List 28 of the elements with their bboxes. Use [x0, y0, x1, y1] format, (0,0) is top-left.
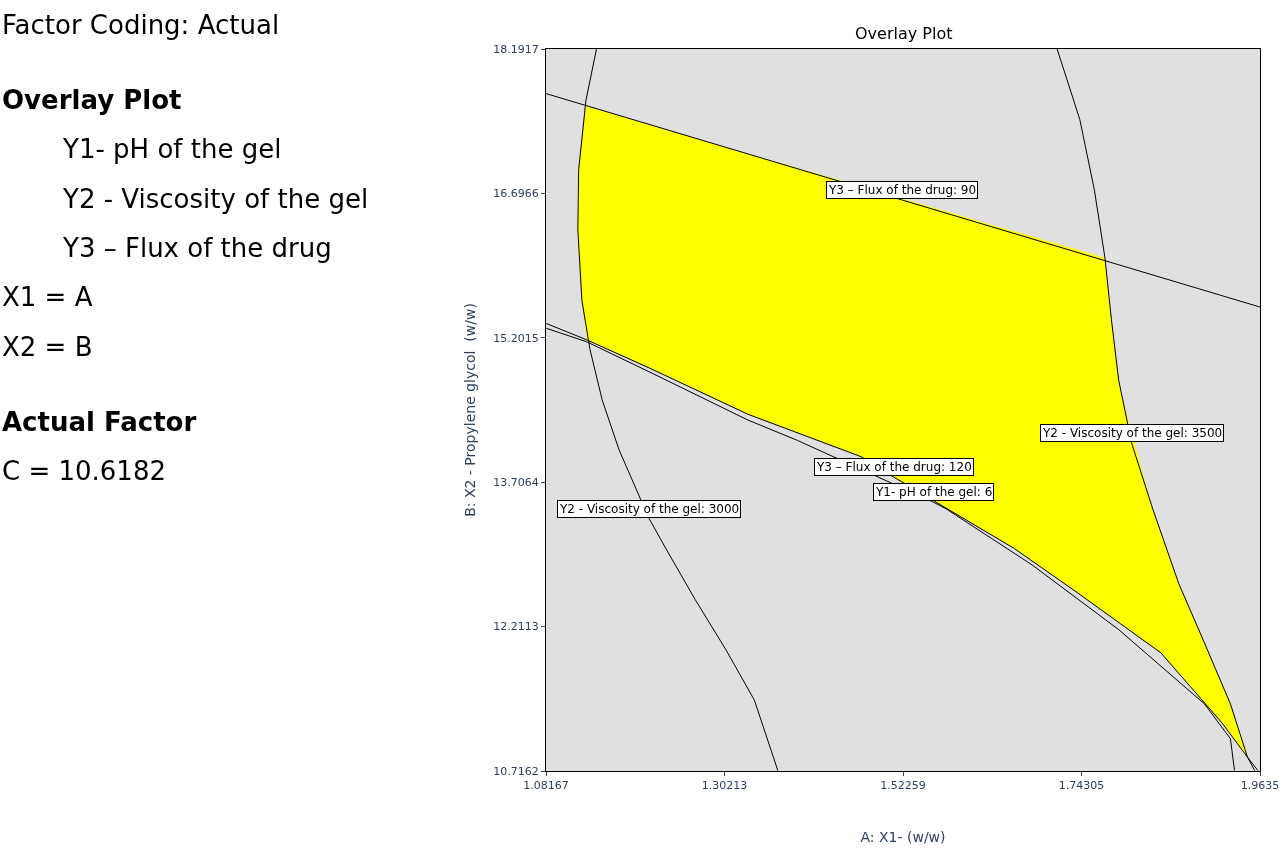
text: Y3 – Flux of the drug	[62, 233, 332, 263]
annotation: Y2 - Viscosity of the gel: 3000	[559, 502, 740, 516]
y-tick-label: 13.7064	[493, 476, 539, 490]
y-axis-title: B: X2 - Propylene glycol (w/w)	[461, 303, 478, 517]
annotation: Y3 – Flux of the drug: 120	[816, 460, 972, 474]
y-tick-label: 16.6966	[493, 187, 539, 201]
x-tick-label: 1.08167	[523, 779, 569, 793]
y-tick-label: 12.2113	[493, 620, 539, 634]
chart-title: Overlay Plot	[855, 24, 953, 43]
annotation: Y3 – Flux of the drug: 90	[828, 183, 977, 197]
text: Factor Coding: Actual	[2, 10, 280, 40]
text: X2 = B	[2, 332, 93, 362]
annotation: Y1- pH of the gel: 6	[875, 485, 993, 499]
annotation: Y2 - Viscosity of the gel: 3500	[1042, 426, 1223, 440]
text: Y1- pH of the gel	[62, 134, 282, 164]
y-tick-label: 15.2015	[493, 331, 539, 345]
x-tick-label: 1.52259	[880, 779, 926, 793]
x-tick-label: 1.74305	[1058, 779, 1105, 793]
x-axis-title: A: X1- (w/w)	[860, 828, 946, 845]
text: Overlay Plot	[2, 85, 182, 115]
x-tick-label: 1.30213	[701, 779, 748, 793]
text: C = 10.6182	[2, 456, 166, 486]
y-tick-label: 18.1917	[493, 42, 539, 56]
text: Actual Factor	[2, 407, 197, 437]
y-tick-label: 10.7162	[493, 764, 539, 778]
x-tick-label: 1.9635	[1240, 779, 1280, 793]
text: Y2 - Viscosity of the gel	[62, 184, 369, 214]
text: X1 = A	[2, 282, 93, 312]
